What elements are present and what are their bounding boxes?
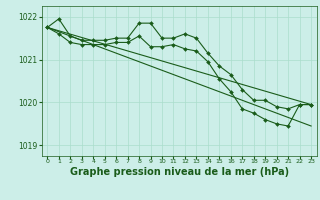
X-axis label: Graphe pression niveau de la mer (hPa): Graphe pression niveau de la mer (hPa)	[70, 167, 289, 177]
